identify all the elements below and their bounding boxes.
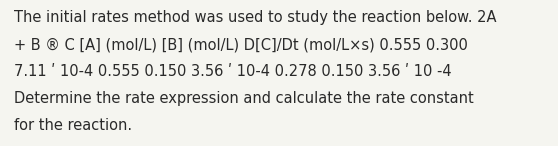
Text: Determine the rate expression and calculate the rate constant: Determine the rate expression and calcul… [14, 91, 474, 106]
Text: The initial rates method was used to study the reaction below. 2A: The initial rates method was used to stu… [14, 10, 497, 25]
Text: 7.11 ʹ 10-4 0.555 0.150 3.56 ʹ 10-4 0.278 0.150 3.56 ʹ 10 -4: 7.11 ʹ 10-4 0.555 0.150 3.56 ʹ 10-4 0.27… [14, 64, 451, 79]
Text: + B ® C [A] (mol/L) [B] (mol/L) D[C]/Dt (mol/L×s) 0.555 0.300: + B ® C [A] (mol/L) [B] (mol/L) D[C]/Dt … [14, 37, 468, 52]
Text: for the reaction.: for the reaction. [14, 118, 132, 133]
